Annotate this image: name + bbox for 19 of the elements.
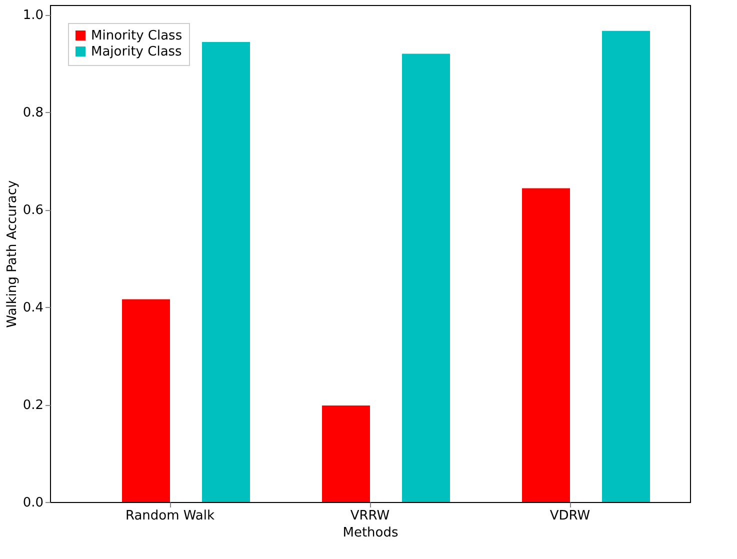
y-tick-label: 0.2 — [22, 398, 44, 414]
y-tick-label: 0.4 — [22, 300, 44, 316]
y-tick-label: 0.8 — [22, 106, 44, 121]
bar — [522, 188, 570, 502]
legend-label: Majority Class — [91, 44, 182, 60]
y-tick-label: 0.0 — [22, 496, 44, 510]
x-axis-title: Methods — [342, 526, 398, 540]
y-tick-label: 1.0 — [22, 8, 44, 24]
bar — [122, 299, 170, 502]
bar — [202, 42, 250, 502]
x-tick-label: Random Walk — [125, 508, 216, 524]
bar — [402, 54, 450, 502]
bar — [322, 406, 370, 502]
x-tick-label: VRRW — [350, 508, 390, 524]
legend-label: Minority Class — [91, 28, 182, 44]
y-axis-title: Walking Path Accuracy — [4, 180, 20, 328]
y-tick-label: 0.6 — [22, 203, 44, 218]
bar — [602, 30, 650, 502]
x-tick-label: VDRW — [550, 508, 590, 524]
